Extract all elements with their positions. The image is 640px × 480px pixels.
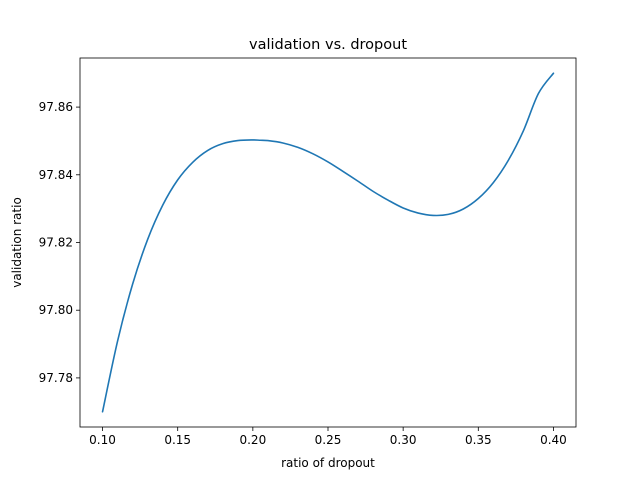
plot-frame [79, 57, 577, 428]
x-tick-label: 0.40 [540, 433, 567, 447]
y-axis-label: validation ratio [10, 197, 24, 288]
x-tick-label: 0.20 [239, 433, 266, 447]
x-tick-label: 0.10 [89, 433, 116, 447]
y-tick-label: 97.86 [39, 100, 73, 114]
y-tick-label: 97.82 [39, 236, 73, 250]
chart-title: validation vs. dropout [249, 37, 407, 53]
x-tick-label: 0.35 [465, 433, 492, 447]
x-tick-label: 0.25 [315, 433, 342, 447]
x-tick-label: 0.15 [164, 433, 191, 447]
x-tick-label: 0.30 [390, 433, 417, 447]
y-tick-label: 97.78 [39, 371, 73, 385]
series-line [101, 72, 555, 413]
x-axis-label: ratio of dropout [281, 456, 375, 470]
y-tick-label: 97.84 [39, 168, 73, 182]
y-tick-label: 97.80 [39, 303, 73, 317]
axis-ticks: 0.10 0.15 0.20 0.25 0.30 0.35 0.40 97.78 97.80 97… [39, 100, 567, 447]
